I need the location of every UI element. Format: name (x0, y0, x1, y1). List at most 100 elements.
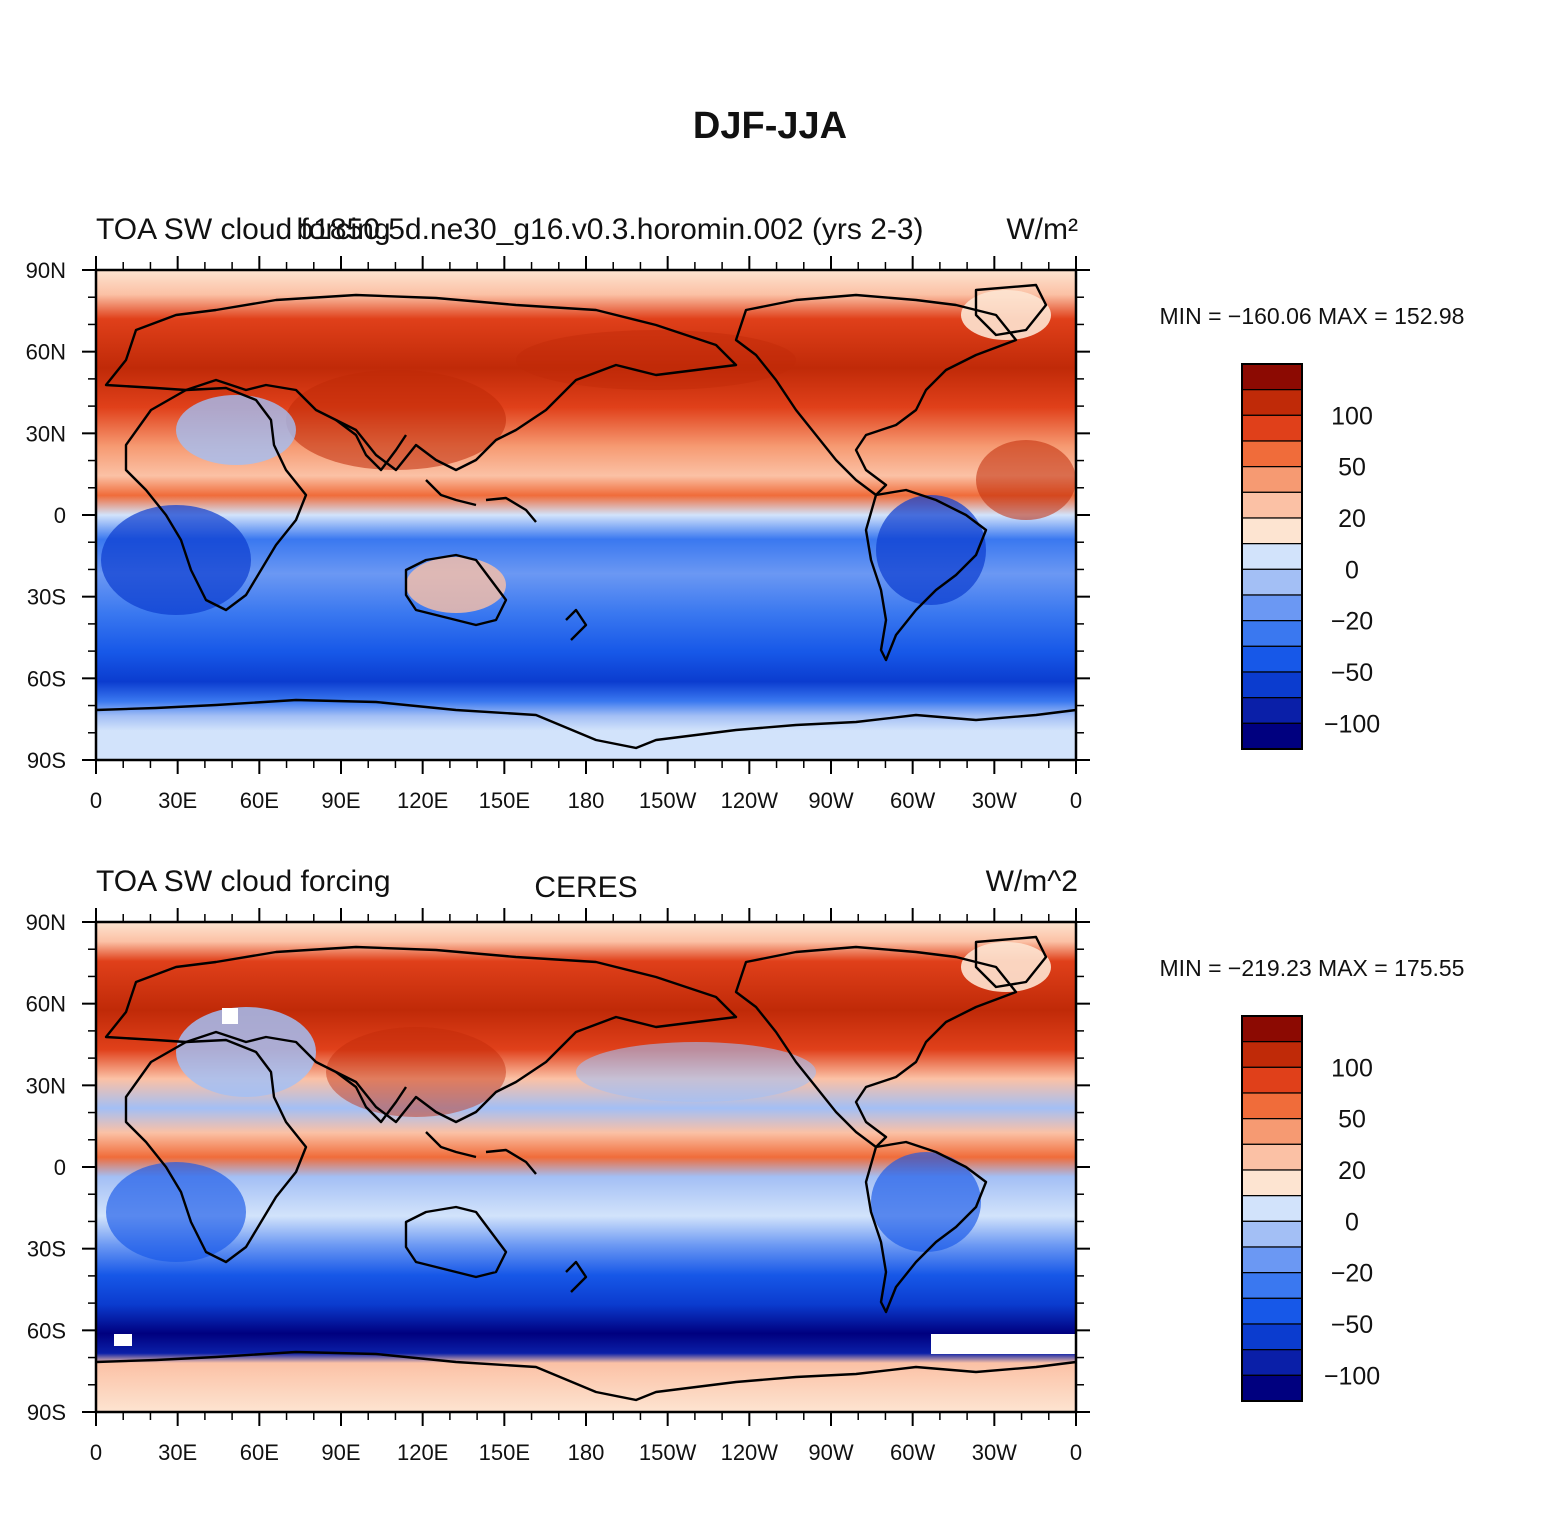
colorbar-frame (1241, 363, 1303, 750)
colorbar-top: 100 50 20 0 −20 −50 −100 (1241, 363, 1380, 750)
y-tick-label: 60S (27, 1318, 66, 1343)
y-tick-label: 30S (27, 1237, 66, 1262)
y-tick-label: 60N (26, 340, 66, 365)
colorbar-swatch (1241, 1323, 1303, 1351)
x-tick-label: 60W (890, 1440, 935, 1465)
colorbar-swatch (1241, 671, 1303, 699)
x-tick-label: 120E (397, 788, 448, 813)
colorbar-frame (1241, 1015, 1303, 1402)
missing-data-antarctic (931, 1334, 1076, 1354)
x-tick-label: 0 (1070, 1440, 1082, 1465)
x-tick-label: 150W (639, 788, 697, 813)
anomaly-mideast-cool (176, 1007, 316, 1097)
panel-bottom: 0 30E 60E 90E 120E 150E 180 150W 120W 90W 60W 30W 09… (26, 908, 1090, 1465)
colorbar-swatch (1241, 1272, 1303, 1299)
colorbar-label: 20 (1338, 505, 1366, 533)
top-stats: MIN = −160.06 MAX = 152.98 (1160, 303, 1465, 329)
x-tick-label: 150E (479, 1440, 530, 1465)
colorbar-swatch (1241, 1374, 1303, 1402)
anomaly-asia-warm (326, 1027, 506, 1117)
y-tick-label: 90S (27, 748, 66, 773)
x-tick-label: 60E (240, 788, 279, 813)
colorbar-swatch (1241, 466, 1303, 493)
colorbar-swatch (1241, 1092, 1303, 1120)
x-tick-label: 30E (158, 788, 197, 813)
colorbar-swatch (1241, 1118, 1303, 1145)
y-tick-label: 0 (54, 1155, 66, 1180)
y-tick-label: 90N (26, 258, 66, 283)
x-tick-label: 0 (90, 1440, 102, 1465)
anomaly-regions-bottom (106, 942, 1076, 1354)
x-tick-label: 180 (568, 788, 605, 813)
anomaly-africa-cool (101, 505, 251, 615)
bottom-title-left: TOA SW cloud forcing (96, 865, 391, 898)
colorbar-label: 20 (1338, 1157, 1366, 1185)
y-tick-label: 60S (27, 666, 66, 691)
colorbar-label: −100 (1324, 1362, 1380, 1390)
bottom-title-right: W/m^2 (986, 865, 1078, 898)
colorbar-swatch (1241, 1246, 1303, 1274)
colorbar-swatch (1241, 363, 1303, 391)
colorbar-swatch (1241, 645, 1303, 673)
colorbar-swatch (1241, 389, 1303, 416)
colorbar-label: −20 (1331, 1260, 1373, 1288)
x-tick-label: 0 (1070, 788, 1082, 813)
colorbar-swatch (1241, 1169, 1303, 1197)
colorbar-label: −50 (1331, 659, 1373, 687)
colorbar-swatch (1241, 491, 1303, 519)
colorbar-swatch (1241, 1041, 1303, 1068)
x-tick-label: 150W (639, 1440, 697, 1465)
colorbar-swatch (1241, 697, 1303, 724)
top-title-center: b1850.5d.ne30_g16.v0.3.horomin.002 (yrs … (296, 213, 923, 246)
x-tick-label: 150E (479, 788, 530, 813)
colorbar-swatch (1241, 594, 1303, 622)
anomaly-pacific-warm (516, 330, 796, 390)
x-tick-label: 90E (321, 1440, 360, 1465)
colorbar-swatch (1241, 414, 1303, 442)
missing-data-patch-2 (222, 1008, 238, 1024)
colorbar-swatch (1241, 1015, 1303, 1043)
axes-bottom: 0 30E 60E 90E 120E 150E 180 150W 120W 90W 60W 30W 09… (26, 908, 1090, 1465)
y-tick-label: 0 (54, 503, 66, 528)
anomaly-australia-warm (406, 557, 506, 613)
colorbar-label: −20 (1331, 608, 1373, 636)
colorbar-label: 100 (1331, 1054, 1373, 1082)
x-tick-label: 30E (158, 1440, 197, 1465)
anomaly-africa-cool (106, 1162, 246, 1262)
x-tick-label: 90W (808, 1440, 853, 1465)
colorbar-swatch (1241, 1297, 1303, 1325)
colorbar-swatch (1241, 1143, 1303, 1171)
axes-top: 0 30E 60E 90E 120E 150E 180 150W 120W 90W 60W 30W 09… (26, 256, 1090, 813)
x-tick-label: 120W (721, 788, 779, 813)
y-tick-label: 30N (26, 421, 66, 446)
anomaly-asia-warm (286, 370, 506, 470)
colorbar-swatch (1241, 1066, 1303, 1094)
bottom-title-center: CERES (534, 871, 637, 904)
x-tick-label: 0 (90, 788, 102, 813)
colorbar-label: −50 (1331, 1311, 1373, 1339)
top-title-left: TOA SW cloud forcing (96, 213, 391, 246)
colorbar-swatch (1241, 543, 1303, 570)
x-tick-label: 60E (240, 1440, 279, 1465)
colorbar-bottom: 100 50 20 0 −20 −50 −100 (1241, 1015, 1380, 1402)
y-tick-label: 90N (26, 910, 66, 935)
bottom-stats: MIN = −219.23 MAX = 175.55 (1160, 955, 1465, 981)
figure-title: DJF-JJA (693, 105, 847, 147)
anomaly-samerica-cool (871, 1152, 981, 1252)
x-tick-label: 30W (972, 1440, 1017, 1465)
colorbar-swatch (1241, 440, 1303, 468)
colorbar-label: 0 (1345, 1208, 1359, 1236)
anomaly-atlantic-warm (976, 440, 1076, 520)
colorbar-swatch (1241, 568, 1303, 596)
y-tick-label: 30S (27, 585, 66, 610)
colorbar-label: −100 (1324, 710, 1380, 738)
x-tick-label: 90E (321, 788, 360, 813)
x-tick-label: 180 (568, 1440, 605, 1465)
colorbar-swatch (1241, 620, 1303, 647)
x-tick-label: 120E (397, 1440, 448, 1465)
colorbar-swatch (1241, 1220, 1303, 1248)
anomaly-pacific-cool (576, 1042, 816, 1102)
x-tick-label: 60W (890, 788, 935, 813)
top-title-right: W/m² (1006, 213, 1078, 246)
